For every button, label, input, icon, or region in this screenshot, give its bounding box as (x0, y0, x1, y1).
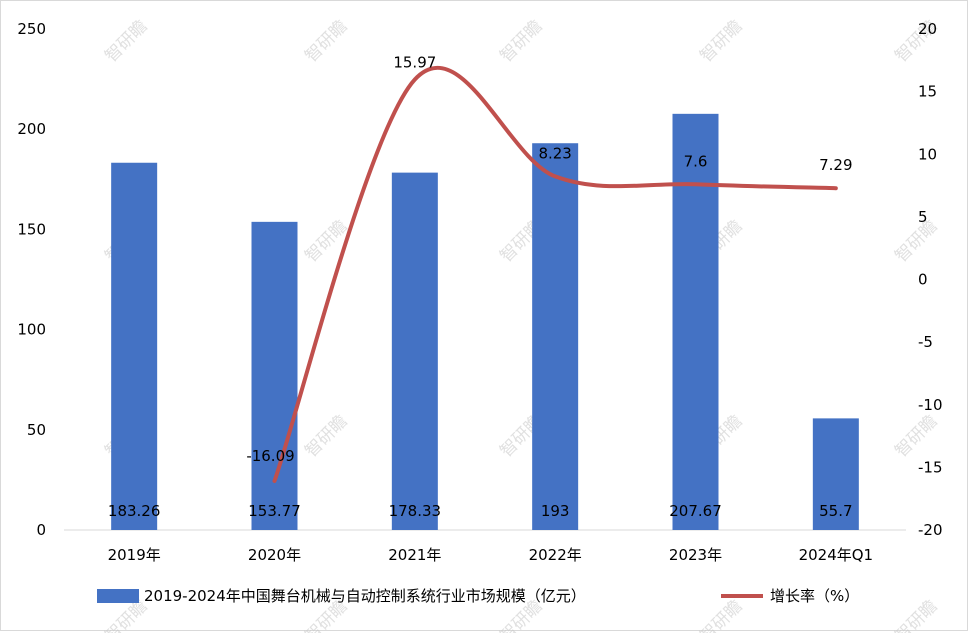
right-axis-tick-label: -15 (918, 458, 943, 476)
bar (812, 418, 859, 530)
bar-value-label: 178.33 (389, 502, 442, 520)
bar-value-label: 207.67 (669, 502, 722, 520)
bar-value-label: 153.77 (248, 502, 301, 520)
x-axis-tick-label: 2020年 (248, 546, 301, 564)
right-axis-tick-label: -20 (918, 521, 943, 539)
line-series (272, 65, 838, 484)
left-axis-tick-label: 100 (17, 321, 46, 339)
line-value-label: 7.6 (684, 152, 708, 170)
axes: 0 50 100 150 200 250 -20 -15 -10 -5 0 5 10 15 20 2019年 2… (17, 20, 942, 564)
legend-swatch-bar (97, 589, 139, 603)
right-axis-tick-label: 20 (918, 20, 937, 38)
line-value-label: 7.29 (819, 156, 852, 174)
x-axis-tick-label: 2022年 (529, 546, 582, 564)
left-axis-tick-label: 50 (27, 421, 46, 439)
left-axis-tick-label: 150 (17, 220, 46, 238)
right-axis-tick-label: 15 (918, 83, 937, 101)
bar-value-label: 55.7 (819, 502, 852, 520)
watermark-text: 智研瞻 (301, 216, 351, 266)
line-value-label: 8.23 (538, 144, 571, 162)
growth-line (272, 65, 838, 484)
watermark-text: 智研瞻 (496, 16, 546, 66)
watermark-text: 智研瞻 (696, 596, 746, 633)
bar (391, 172, 438, 530)
right-axis-tick-label: 10 (918, 145, 937, 163)
watermark-text: 智研瞻 (101, 16, 151, 66)
bar (111, 162, 158, 531)
right-axis-tick-label: -5 (918, 333, 933, 351)
watermark-text: 智研瞻 (301, 411, 351, 461)
watermark-text: 智研瞻 (891, 411, 941, 461)
x-axis-tick-label: 2024年Q1 (799, 546, 874, 564)
x-axis-tick-label: 2019年 (108, 546, 161, 564)
data-labels: 183.26 153.77 178.33 193 207.67 55.7 -16.09 15.… (108, 53, 853, 520)
watermark-text: 智研瞻 (891, 216, 941, 266)
left-axis-tick-label: 200 (17, 120, 46, 138)
line-value-label: 15.97 (393, 53, 436, 71)
bar-value-label: 193 (541, 502, 570, 520)
legend: 2019-2024年中国舞台机械与自动控制系统行业市场规模（亿元） 增长率（%） (97, 587, 859, 605)
right-axis-tick-label: -10 (918, 396, 943, 414)
x-axis-tick-label: 2023年 (669, 546, 722, 564)
watermark-text: 智研瞻 (696, 16, 746, 66)
bar-series (111, 113, 859, 531)
line-value-label: -16.09 (246, 447, 294, 465)
watermark-text: 智研瞻 (301, 16, 351, 66)
watermark-text: 智研瞻 (891, 596, 941, 633)
legend-label-bar: 2019-2024年中国舞台机械与自动控制系统行业市场规模（亿元） (144, 587, 586, 605)
bar (532, 143, 579, 530)
right-axis-tick-label: 5 (918, 208, 928, 226)
bar (672, 113, 719, 531)
x-axis-tick-label: 2021年 (388, 546, 441, 564)
watermark-layer: 智研瞻智研瞻智研瞻智研瞻智研瞻智研瞻智研瞻智研瞻智研瞻智研瞻智研瞻智研瞻智研瞻智… (101, 16, 941, 633)
right-axis-tick-label: 0 (918, 271, 928, 289)
bar (251, 221, 298, 531)
bar-value-label: 183.26 (108, 502, 161, 520)
legend-label-line: 增长率（%） (770, 587, 859, 605)
left-axis-tick-label: 0 (36, 521, 46, 539)
left-axis-tick-label: 250 (17, 20, 46, 38)
